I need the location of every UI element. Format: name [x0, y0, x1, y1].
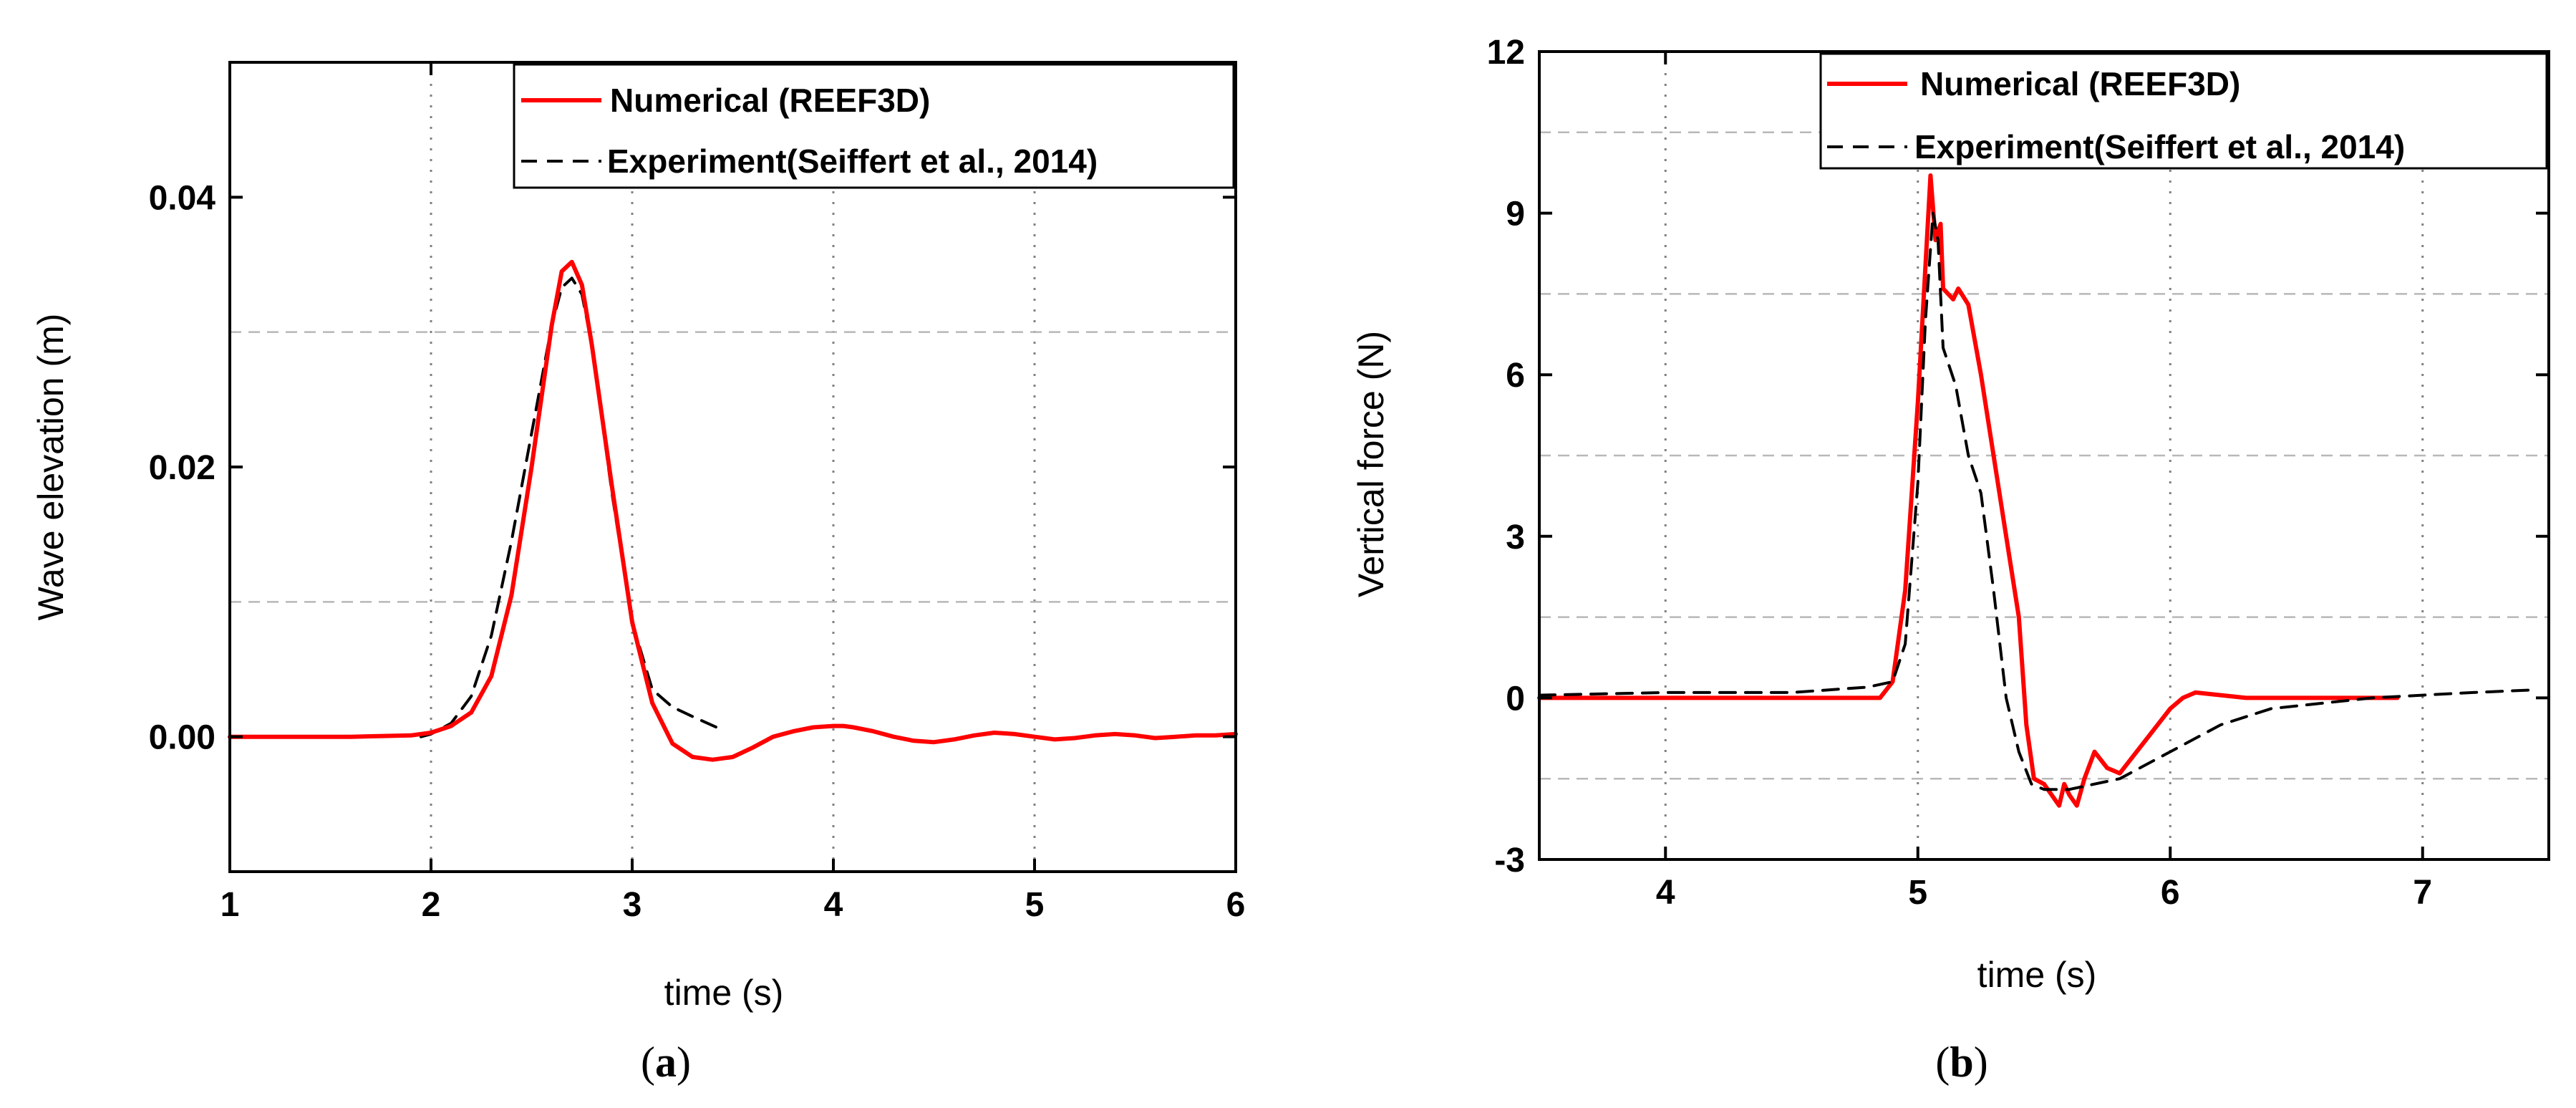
panel-a: 1 2 3 4 5 6 0.00 0.02 0.04 time (s) Wave elevati… [31, 61, 1246, 1086]
series-line-numerical [1537, 173, 2400, 808]
y-axis-title-b: Vertical force (N) [1351, 331, 1391, 597]
y-tick-label: 6 [1506, 357, 1525, 395]
legend-box-b [1819, 52, 2548, 170]
legend-label-experiment-b: Experiment(Seiffert et al., 2014) [1914, 128, 2405, 165]
x-tick-label: 4 [824, 886, 843, 924]
y-tick-label: 3 [1506, 519, 1525, 557]
x-tick-label: 6 [2161, 874, 2180, 912]
x-tick-label: 3 [623, 886, 642, 924]
grid-a [230, 62, 1236, 872]
x-tick-label: 5 [1025, 886, 1045, 924]
x-tick-label: 7 [2413, 874, 2432, 912]
series-lines-a [228, 259, 1238, 762]
legend-label-experiment-a: Experiment(Seiffert et al., 2014) [607, 143, 1098, 180]
series-lines-b [1537, 173, 2538, 808]
ticks-b: 4 5 6 7 -3 0 3 6 9 12 [1487, 34, 2549, 912]
caption-letter-b: b [1950, 1039, 1973, 1086]
y-axis-title-a: Wave elevation (m) [31, 314, 71, 621]
ticks-a: 1 2 3 4 5 6 0.00 0.02 0.04 [149, 62, 1246, 924]
x-tick-label: 5 [1908, 874, 1927, 912]
x-tick-label: 2 [422, 886, 441, 924]
legend-b: Numerical (REEF3D) Experiment(Seiffert e… [1819, 52, 2548, 170]
x-tick-label: 1 [221, 886, 240, 924]
legend-label-numerical-a: Numerical (REEF3D) [610, 82, 930, 119]
y-tick-label: 0.02 [149, 449, 216, 487]
y-tick-label: -3 [1494, 842, 1525, 880]
y-tick-label: 0.00 [149, 719, 216, 757]
caption-a: (a) [641, 1039, 691, 1086]
y-tick-label: 9 [1506, 196, 1525, 233]
legend-a: Numerical (REEF3D) Experiment(Seiffert e… [513, 63, 1235, 189]
legend-label-numerical-b: Numerical (REEF3D) [1920, 65, 2240, 102]
series-line-experiment [1538, 211, 2538, 791]
axes-frame-b [1538, 50, 2550, 861]
x-tick-label: 6 [1226, 886, 1246, 924]
x-tick-label: 4 [1656, 874, 1675, 912]
panel-b: 4 5 6 7 -3 0 3 6 9 12 time (s) Vertical force (N)… [1351, 34, 2550, 1086]
y-tick-label: 12 [1487, 34, 1525, 72]
series-line-numerical [228, 259, 1238, 762]
legend-box-a [513, 63, 1235, 189]
y-tick-label: 0 [1506, 680, 1525, 718]
y-tick-label: 0.04 [149, 179, 216, 217]
caption-letter-a: a [655, 1039, 677, 1086]
x-axis-title-b: time (s) [1977, 955, 2097, 995]
caption-b: (b) [1935, 1039, 1987, 1086]
series-line-experiment [420, 276, 725, 738]
x-axis-title-a: time (s) [664, 973, 784, 1013]
